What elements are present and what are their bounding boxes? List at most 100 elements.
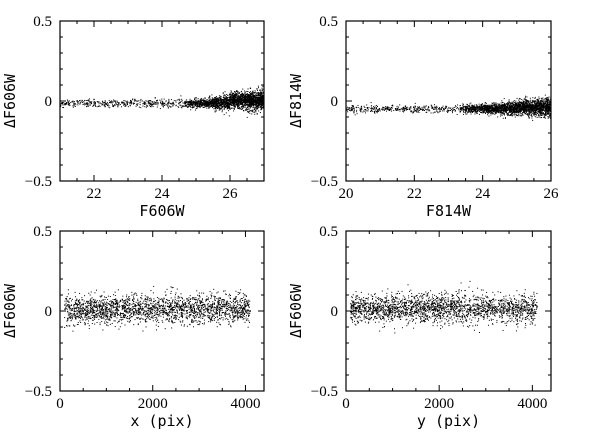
- scatter-point: [482, 110, 484, 112]
- scatter-point: [477, 107, 479, 109]
- scatter-point: [178, 106, 180, 108]
- scatter-point: [469, 105, 471, 107]
- scatter-point: [261, 106, 263, 108]
- scatter-point: [476, 113, 478, 115]
- scatter-point: [242, 102, 244, 104]
- scatter-point: [231, 99, 233, 101]
- scatter-point: [184, 100, 186, 102]
- scatter-point: [241, 93, 243, 95]
- scatter-point: [531, 100, 533, 102]
- scatter-point: [227, 105, 229, 107]
- scatter-point: [465, 105, 467, 107]
- scatter-point: [353, 109, 355, 111]
- scatter-point: [256, 102, 258, 104]
- scatter-point: [376, 110, 378, 112]
- scatter-point: [203, 102, 205, 104]
- scatter-point: [215, 104, 217, 106]
- scatter-point: [241, 92, 243, 94]
- scatter-point: [194, 105, 196, 107]
- scatter-point: [187, 106, 189, 108]
- scatter-point: [241, 90, 243, 92]
- scatter-point: [223, 114, 225, 116]
- scatter-point: [471, 107, 473, 109]
- scatter-point: [127, 101, 129, 103]
- scatter-point: [525, 113, 527, 115]
- scatter-point: [516, 104, 518, 106]
- scatter-point: [427, 108, 429, 110]
- scatter-point: [252, 100, 254, 102]
- scatter-point: [193, 106, 195, 108]
- scatter-point: [414, 110, 416, 112]
- scatter-point: [257, 87, 259, 89]
- scatter-point: [504, 110, 506, 112]
- scatter-point: [223, 94, 225, 96]
- scatter-point: [162, 106, 164, 108]
- scatter-point: [246, 108, 248, 110]
- scatter-point: [361, 108, 363, 110]
- scatter-point: [414, 106, 416, 108]
- scatter-point: [503, 104, 505, 106]
- scatter-point: [233, 102, 235, 104]
- scatter-point: [450, 107, 452, 109]
- scatter-point: [547, 106, 549, 108]
- scatter-point: [260, 96, 262, 98]
- scatter-point: [252, 95, 254, 97]
- scatter-point: [60, 103, 62, 105]
- scatter-point: [155, 103, 157, 105]
- scatter-point: [468, 107, 470, 109]
- scatter-point: [530, 110, 532, 112]
- scatter-point: [254, 109, 256, 111]
- scatter-point: [533, 111, 535, 113]
- scatter-point: [494, 113, 496, 115]
- scatter-point: [370, 102, 372, 104]
- scatter-point: [152, 101, 154, 103]
- scatter-point: [494, 103, 496, 105]
- scatter-point: [214, 101, 216, 103]
- scatter-point: [549, 115, 551, 117]
- scatter-point: [125, 101, 127, 103]
- scatter-point: [201, 102, 203, 104]
- scatter-point: [212, 104, 214, 106]
- scatter-point: [232, 94, 234, 96]
- scatter-point: [228, 104, 230, 106]
- scatter-point: [204, 104, 206, 106]
- scatter-point: [447, 110, 449, 112]
- scatter-point: [524, 97, 526, 99]
- scatter-point: [529, 111, 531, 113]
- scatter-point: [513, 111, 515, 113]
- scatter-point: [544, 94, 546, 96]
- scatter-point: [206, 100, 208, 102]
- scatter-point: [209, 102, 211, 104]
- scatter-point: [168, 98, 170, 100]
- scatter-point: [218, 102, 220, 104]
- scatter-point: [414, 105, 416, 107]
- scatter-point: [501, 112, 503, 114]
- scatter-point: [466, 105, 468, 107]
- scatter-point: [516, 110, 518, 112]
- scatter-point: [205, 101, 207, 103]
- scatter-point: [538, 96, 540, 98]
- scatter-point: [170, 99, 172, 101]
- scatter-point: [106, 103, 108, 105]
- scatter-point: [239, 102, 241, 104]
- scatter-point: [487, 114, 489, 116]
- scatter-point: [518, 111, 520, 113]
- scatter-point: [550, 106, 551, 108]
- scatter-point: [93, 100, 95, 102]
- scatter-point: [544, 113, 546, 115]
- scatter-point: [238, 98, 240, 100]
- scatter-point: [495, 109, 497, 111]
- scatter-point: [259, 97, 261, 99]
- scatter-point: [242, 100, 244, 102]
- scatter-point: [248, 98, 250, 100]
- scatter-point: [102, 101, 104, 103]
- scatter-point: [259, 94, 261, 96]
- scatter-point: [519, 97, 521, 99]
- scatter-point: [249, 107, 251, 109]
- scatter-point: [500, 107, 502, 109]
- scatter-point: [166, 103, 168, 105]
- scatter-point: [228, 110, 230, 112]
- scatter-point: [259, 102, 261, 104]
- scatter-point: [401, 107, 403, 109]
- scatter-point: [423, 106, 425, 108]
